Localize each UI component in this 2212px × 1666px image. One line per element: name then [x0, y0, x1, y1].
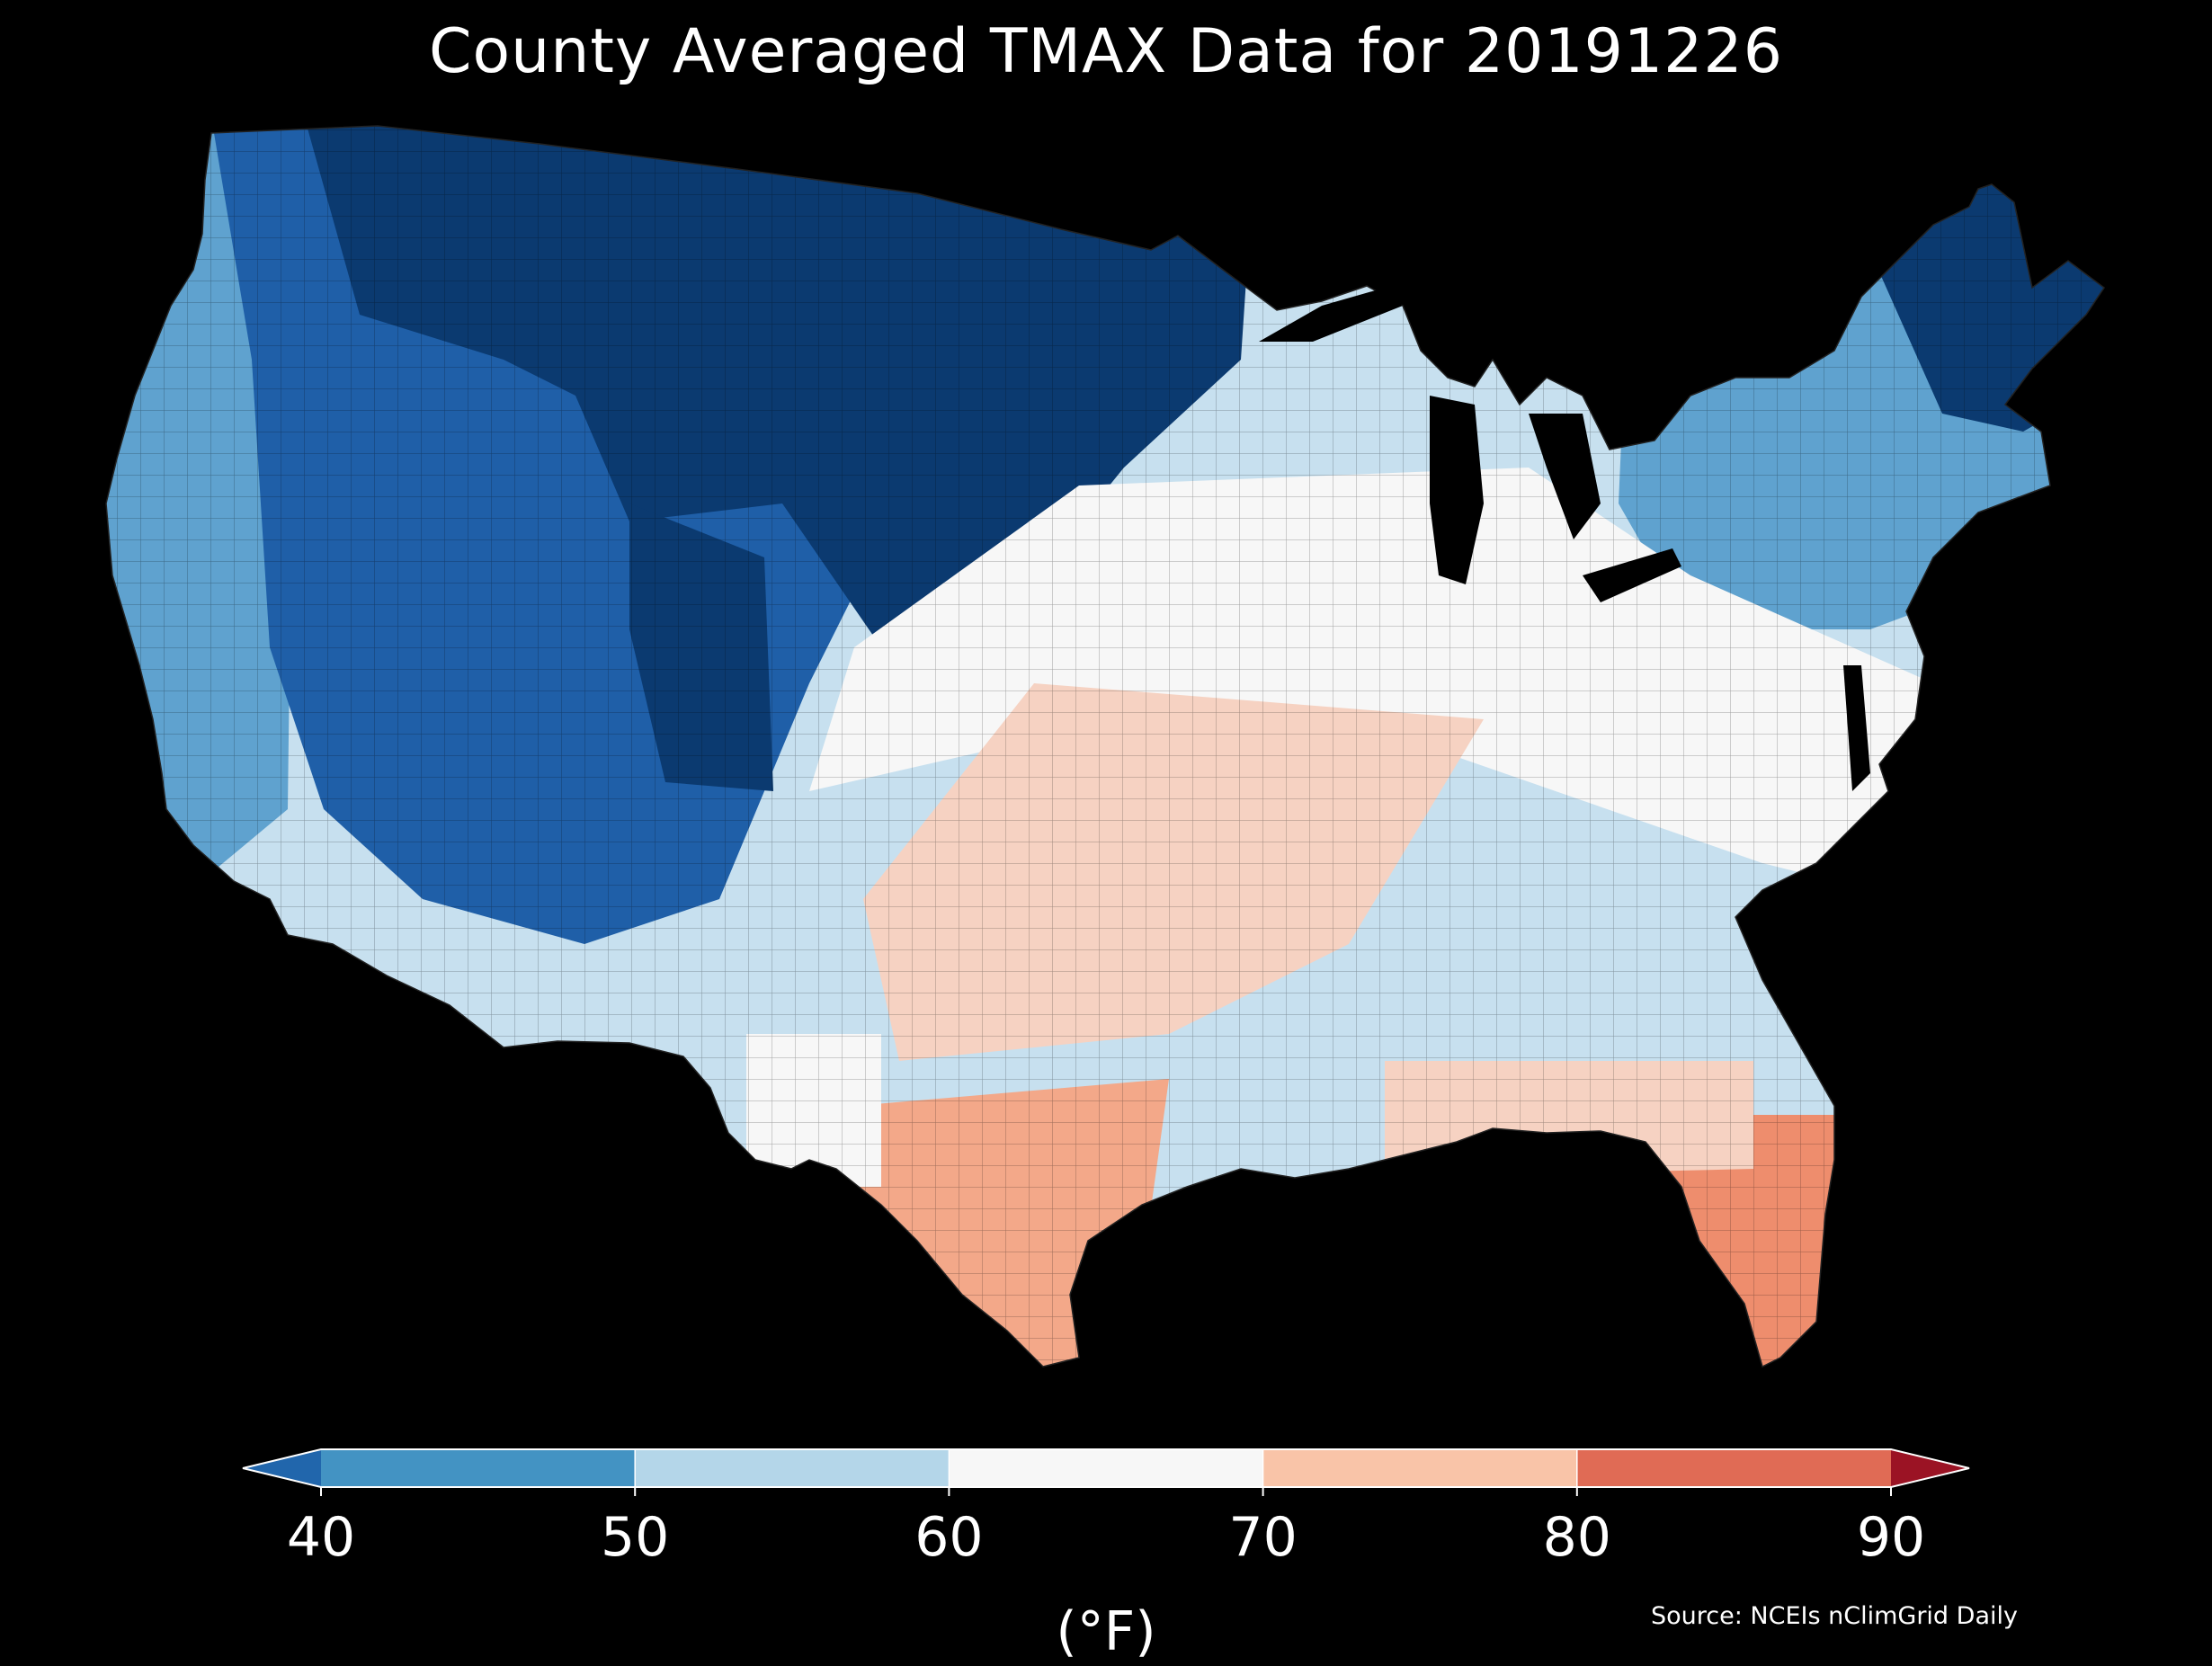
chesapeake-bay: [1843, 665, 1870, 791]
colorbar-tick-label: 70: [1228, 1506, 1298, 1569]
colorbar-unit-label: (°F): [1056, 1600, 1156, 1663]
colorbar-tick-label: 60: [914, 1506, 984, 1569]
lake-superior: [1259, 288, 1403, 342]
colorbar-band: [949, 1449, 1263, 1487]
lake-erie: [1583, 548, 1681, 602]
colorbar-band: [1576, 1449, 1891, 1487]
colorbar-extend-low: [243, 1449, 321, 1487]
colorbar-extend-high: [1891, 1449, 1969, 1487]
colorbar-tick-label: 40: [286, 1506, 356, 1569]
colorbar-band: [635, 1449, 950, 1487]
colorbar-tick-label: 50: [601, 1506, 670, 1569]
colorbar-tick-label: 90: [1856, 1506, 1926, 1569]
source-credit: Source: NCEIs nClimGrid Daily: [1651, 1602, 2018, 1630]
colorbar-band: [321, 1449, 636, 1487]
colorbar-band: [1262, 1449, 1577, 1487]
lake-michigan: [1430, 396, 1484, 584]
colorbar-tick-label: 80: [1542, 1506, 1611, 1569]
map-title: County Averaged TMAX Data for 20191226: [429, 16, 1783, 87]
us-county-map: [105, 125, 2105, 1368]
lake-huron: [1529, 414, 1601, 539]
